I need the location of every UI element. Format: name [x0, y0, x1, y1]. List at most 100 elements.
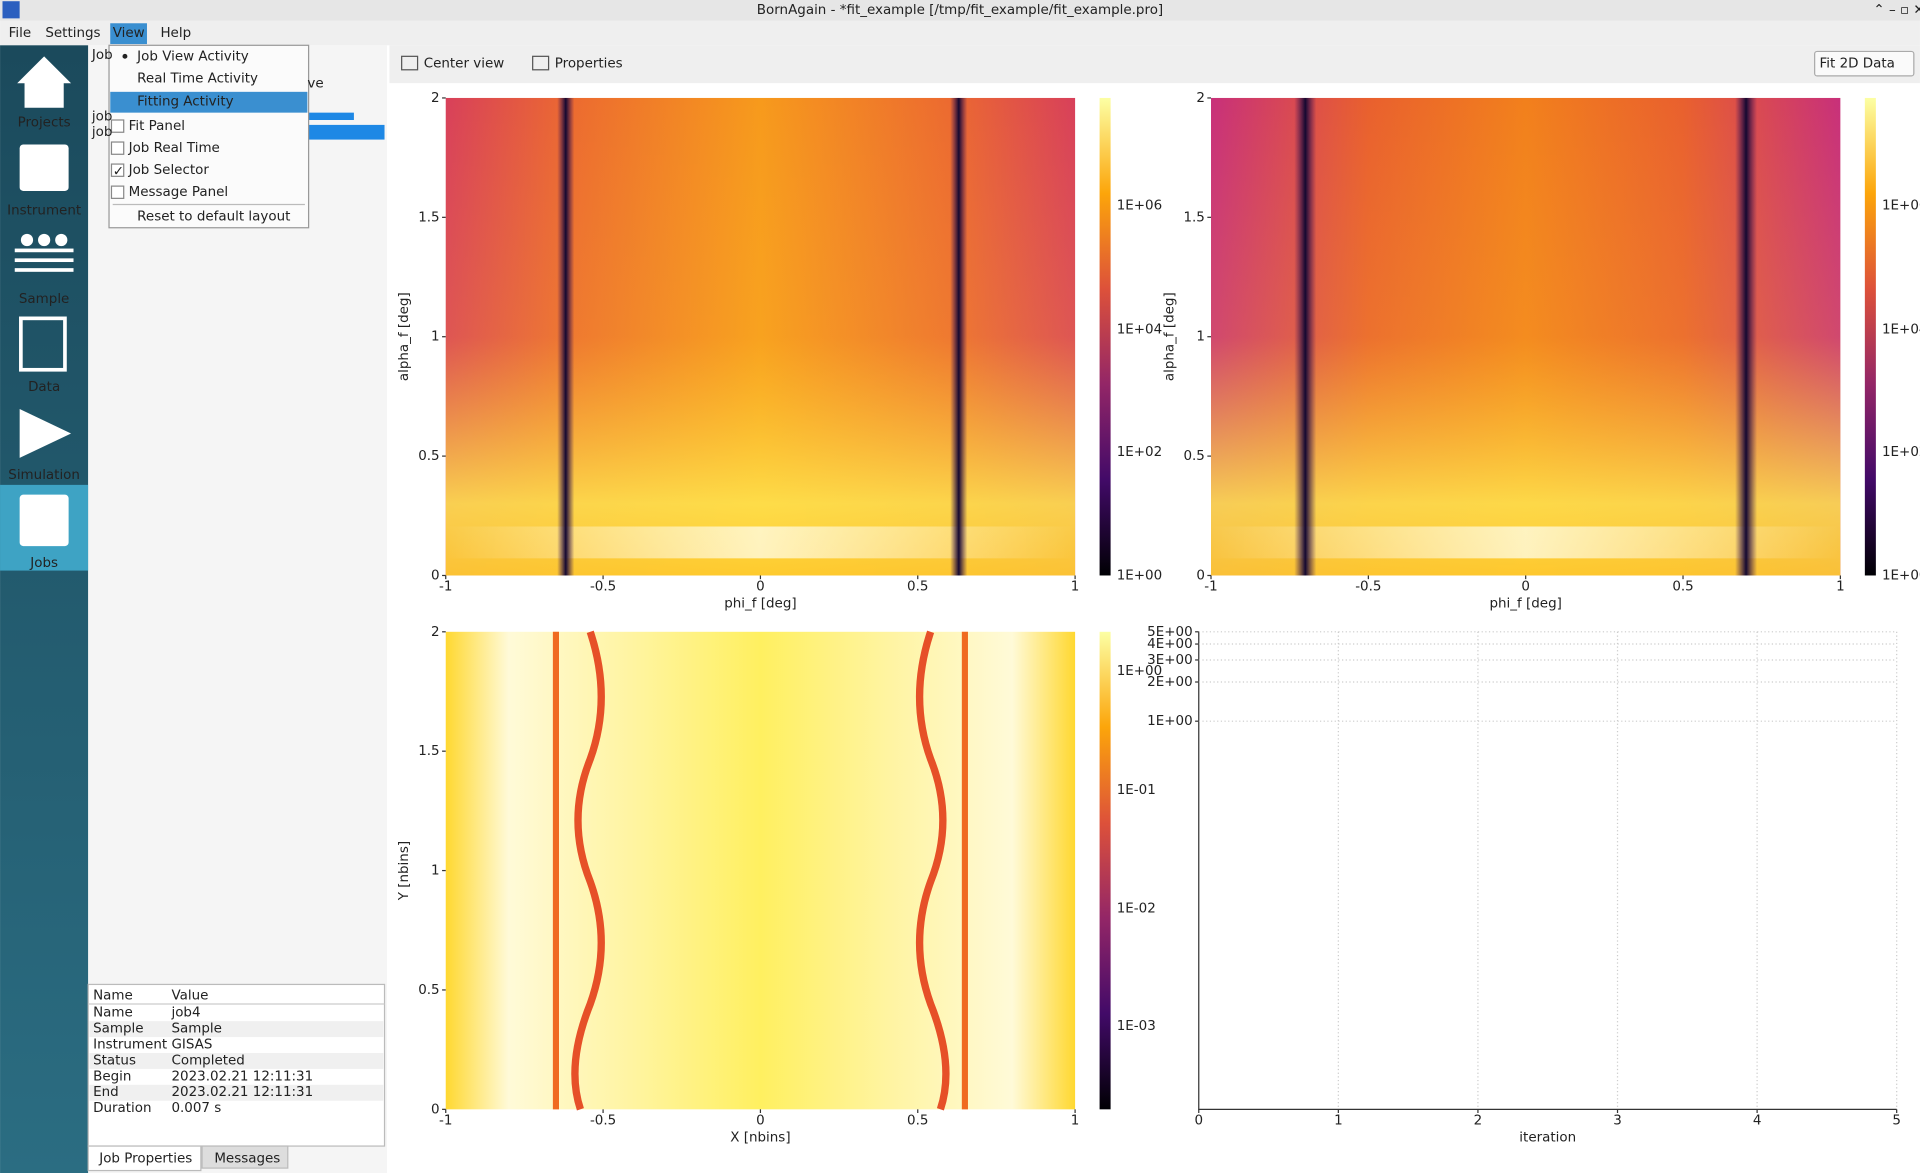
table-cell: GISAS: [171, 1037, 212, 1052]
job-item[interactable]: job: [91, 109, 113, 124]
progress-bar: [306, 112, 354, 120]
x-tick-label: 0.5: [907, 1113, 928, 1128]
colorbar-label: 1E+02: [1117, 445, 1162, 460]
x-tick-label: 4: [1753, 1113, 1762, 1128]
sidebar-label[interactable]: Instrument: [7, 204, 81, 219]
y-tick-label: 2E+00: [1147, 675, 1192, 690]
y-tick-label: 2: [431, 625, 440, 640]
x-tick-label: 1: [1836, 580, 1845, 595]
menu-item[interactable]: Help: [160, 26, 191, 41]
sidebar-label[interactable]: Projects: [18, 115, 71, 130]
job-selected: [306, 124, 385, 140]
heatmap-3: [445, 630, 1076, 1111]
view-menu-item[interactable]: Job Selector: [128, 163, 210, 178]
sidebar: [0, 45, 89, 1173]
colorbar-label: 1E+04: [1117, 322, 1162, 337]
table-cell: End: [93, 1085, 119, 1100]
x-tick-label: 1: [1071, 580, 1080, 595]
properties-icon[interactable]: [532, 55, 550, 71]
view-menu-item[interactable]: Fitting Activity: [137, 95, 233, 110]
panel-text: ve: [307, 76, 323, 91]
view-menu-item[interactable]: Job Real Time: [128, 141, 220, 156]
table-cell: Sample: [93, 1022, 143, 1037]
sidebar-label[interactable]: Jobs: [29, 556, 58, 571]
y-tick-label: 1.5: [1183, 210, 1204, 225]
sidebar-label[interactable]: Sample: [19, 292, 69, 307]
x-tick-label: 5: [1892, 1113, 1901, 1128]
tab[interactable]: [201, 1145, 289, 1169]
colorbar-label: 1E-02: [1117, 902, 1156, 917]
row-shade: [89, 1021, 384, 1038]
row-shade: [89, 1084, 384, 1101]
table-cell: Sample: [171, 1022, 221, 1037]
y-tick-label: 0.5: [1183, 449, 1204, 464]
view-menu-item[interactable]: Job View Activity: [136, 49, 249, 64]
radio-dot: [122, 53, 128, 59]
toolbar-button[interactable]: Properties: [555, 57, 623, 72]
menu-item[interactable]: View: [113, 26, 145, 41]
icon-jobs: [19, 494, 69, 547]
panel-title: Job: [91, 48, 113, 63]
y-axis-label: alpha_f [deg]: [1162, 292, 1177, 381]
view-menu-item[interactable]: Real Time Activity: [137, 71, 258, 86]
x-tick-label: -1: [439, 580, 452, 595]
sidebar-label[interactable]: Data: [28, 380, 60, 395]
table-cell: Instrument: [93, 1037, 167, 1052]
colorbar: [1099, 97, 1111, 576]
menu-item[interactable]: Settings: [45, 26, 100, 41]
y-tick-label: 2: [1196, 91, 1205, 106]
center-icon[interactable]: [401, 55, 419, 71]
x-tick-label: 0: [756, 1113, 765, 1128]
colorbar-label: 1E+02: [1882, 445, 1920, 460]
x-axis-label: X [nbins]: [730, 1130, 790, 1145]
y-tick-label: 3E+00: [1147, 653, 1192, 668]
colorbar-label: 1E+00: [1882, 568, 1920, 583]
view-menu-item[interactable]: Message Panel: [129, 185, 229, 200]
tab-active[interactable]: [87, 1145, 202, 1172]
y-tick-label: 0.5: [418, 983, 439, 998]
x-axis-label: phi_f [deg]: [1489, 597, 1561, 612]
view-menu-item[interactable]: Reset to default layout: [137, 210, 290, 225]
sidebar-icons: [14, 56, 74, 547]
job-item[interactable]: job: [91, 125, 113, 140]
tab-label[interactable]: Messages: [214, 1151, 280, 1166]
x-tick-label: 1: [1334, 1113, 1343, 1128]
colorbar-label: 1E+04: [1882, 322, 1920, 337]
title-bar: [0, 0, 1920, 21]
menu-item[interactable]: File: [9, 26, 32, 41]
table-cell: Name: [93, 1006, 133, 1021]
colorbar: [1864, 97, 1876, 576]
heatmap-1: [445, 97, 1076, 576]
y-axis-label: Y [nbins]: [397, 841, 412, 901]
x-tick-label: 0: [756, 580, 765, 595]
window-controls[interactable]: ⌃ – ▫ ✕: [1873, 3, 1920, 18]
combo-label[interactable]: Fit 2D Data: [1820, 57, 1895, 72]
x-tick-label: 0.5: [907, 580, 928, 595]
y-tick-label: 2: [431, 91, 440, 106]
app-icon: [2, 1, 20, 19]
x-tick-label: 0: [1194, 1113, 1203, 1128]
table-cell: Status: [93, 1053, 136, 1068]
table-cell: job4: [170, 1006, 200, 1021]
x-axis-label: iteration: [1519, 1130, 1576, 1145]
icon-data: [19, 316, 67, 372]
y-tick-label: 0: [431, 568, 440, 583]
sidebar-label[interactable]: Simulation: [8, 468, 80, 483]
y-tick-label: 1.5: [418, 210, 439, 225]
x-tick-label: -0.5: [590, 1113, 616, 1128]
x-tick-label: -1: [439, 1113, 452, 1128]
toolbar-button[interactable]: Center view: [424, 57, 505, 72]
x-tick-label: -1: [1204, 580, 1217, 595]
y-tick-label: 1E+00: [1147, 714, 1192, 729]
table-cell: 2023.02.21 12:11:31: [171, 1085, 313, 1100]
y-tick-label: 1: [1196, 330, 1205, 345]
dataset-combo[interactable]: [1814, 50, 1915, 77]
menu-item-highlight[interactable]: [110, 91, 308, 113]
y-tick-label: 5E+00: [1147, 625, 1192, 640]
window-title: BornAgain - *fit_example [/tmp/fit_examp…: [757, 3, 1163, 18]
row-shade: [89, 1053, 384, 1069]
view-menu-item[interactable]: Fit Panel: [129, 119, 185, 134]
tab-label[interactable]: Job Properties: [98, 1151, 192, 1166]
x-tick-label: 2: [1474, 1113, 1483, 1128]
x-tick-label: -0.5: [590, 580, 616, 595]
